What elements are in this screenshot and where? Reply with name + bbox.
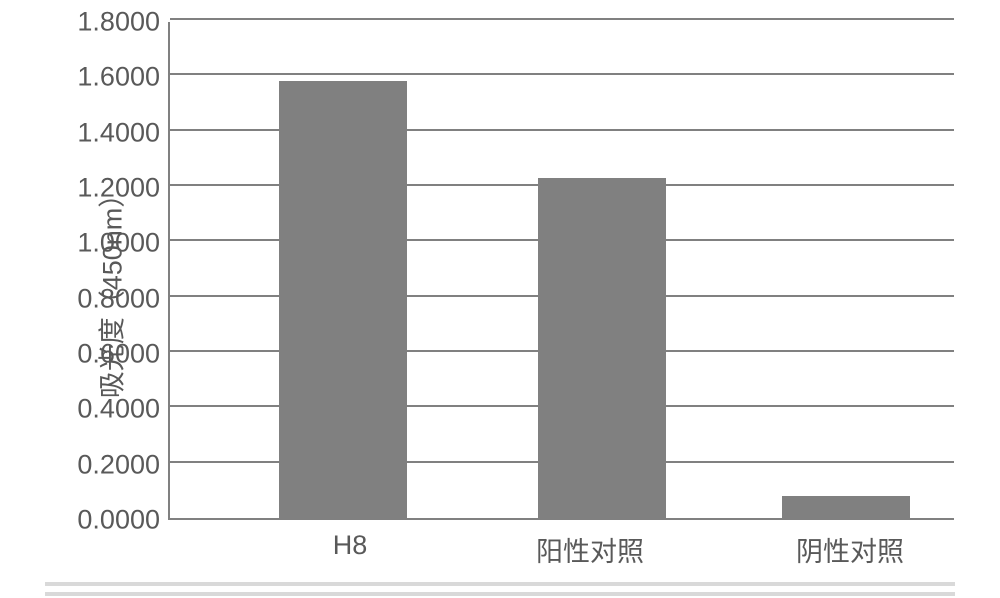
ytick-label: 1.2000 bbox=[40, 173, 160, 204]
ytick-label: 1.0000 bbox=[40, 228, 160, 259]
ytick-label: 1.8000 bbox=[40, 7, 160, 38]
ytick-label: 0.2000 bbox=[40, 449, 160, 480]
plot-area bbox=[168, 22, 954, 520]
decorative-line bbox=[45, 582, 955, 586]
gridline bbox=[170, 18, 954, 20]
ytick-label: 1.4000 bbox=[40, 117, 160, 148]
bar-h8 bbox=[279, 81, 407, 518]
xtick-label: 阳性对照 bbox=[490, 530, 690, 569]
ytick-label: 0.8000 bbox=[40, 283, 160, 314]
ytick-label: 0.4000 bbox=[40, 394, 160, 425]
ytick-label: 1.6000 bbox=[40, 62, 160, 93]
xtick-label: H8 bbox=[280, 530, 420, 561]
bar-chart: 吸光度（450nm） 0.0000 0.2000 0.4000 0.6000 0… bbox=[0, 0, 1000, 598]
decorative-line bbox=[45, 592, 955, 596]
bar-positive-control bbox=[538, 178, 666, 518]
bar-negative-control bbox=[782, 496, 910, 518]
gridline bbox=[170, 73, 954, 75]
ytick-label: 0.0000 bbox=[40, 505, 160, 536]
ytick-label: 0.6000 bbox=[40, 339, 160, 370]
xtick-label: 阴性对照 bbox=[750, 530, 950, 569]
